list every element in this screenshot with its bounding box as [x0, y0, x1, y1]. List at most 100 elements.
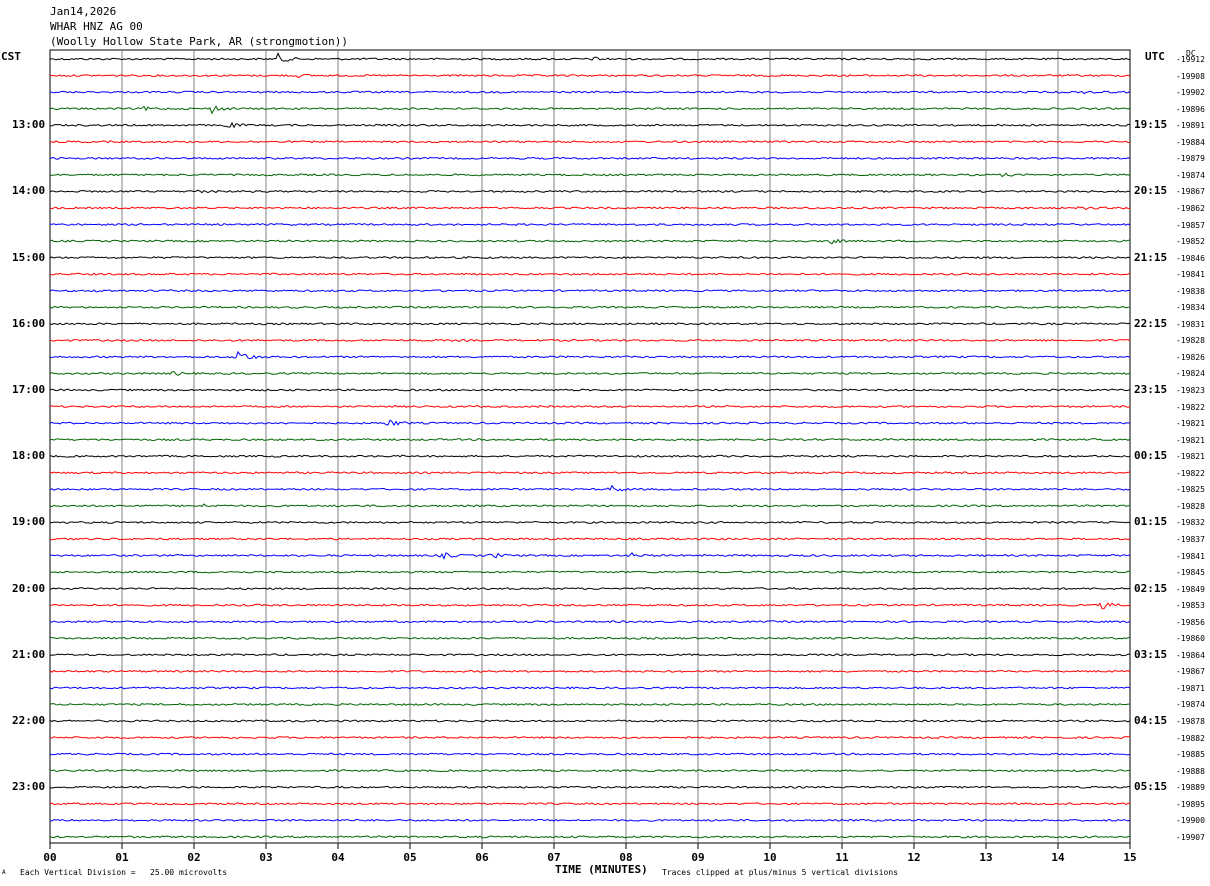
trace-line [49, 338, 1131, 342]
trace-line [49, 620, 1131, 624]
dc-value: -19821 [1176, 419, 1205, 429]
trace-line [49, 587, 1131, 591]
trace-line [49, 454, 1131, 458]
trace-line [49, 172, 1131, 178]
dc-value: -19853 [1176, 601, 1205, 611]
dc-value: -19849 [1176, 584, 1205, 594]
trace-line [49, 388, 1131, 392]
dc-value: -19874 [1176, 170, 1205, 180]
trace-line [49, 736, 1130, 740]
x-tick-label: 12 [907, 851, 920, 864]
trace-line [49, 52, 1131, 62]
trace-line [49, 419, 1131, 427]
trace-line [49, 752, 1131, 756]
left-time-label: 21:00 [12, 647, 46, 661]
left-time-label: 23:00 [12, 780, 46, 794]
trace-line [49, 289, 1131, 293]
left-timezone-label: CST [1, 50, 21, 63]
dc-value: -19902 [1176, 88, 1205, 98]
right-time-label: 02:15 [1134, 581, 1168, 595]
dc-value: -19867 [1176, 187, 1205, 197]
trace-line [49, 835, 1131, 839]
x-axis-title: TIME (MINUTES) [555, 863, 648, 876]
dc-value: -19864 [1176, 650, 1205, 660]
dc-value: -19885 [1176, 750, 1205, 760]
trace-line [49, 305, 1131, 309]
x-axis-ticks: 00 01 02 03 04 05 06 07 08 09 10 11 12 13 14 15 [43, 843, 1137, 864]
minute-gridlines [121, 50, 1059, 843]
x-tick-label: 07 [547, 851, 560, 864]
dc-value: -19837 [1176, 534, 1205, 544]
x-tick-label: 03 [259, 851, 272, 864]
date-label: Jan14,2026 [50, 5, 117, 18]
dc-value: -19860 [1176, 634, 1205, 644]
right-time-label: 23:15 [1134, 383, 1168, 396]
right-time-label: 01:15 [1134, 515, 1168, 529]
trace-line [49, 719, 1131, 723]
trace-line [49, 438, 1131, 442]
trace-line [49, 552, 1131, 560]
seismogram-traces [49, 52, 1131, 839]
trace-line [49, 74, 1131, 78]
left-time-label: 17:00 [12, 383, 46, 396]
trace-line [49, 669, 1131, 673]
left-time-label: 20:00 [12, 581, 46, 595]
x-tick-label: 11 [835, 851, 849, 864]
right-time-label: 20:15 [1134, 184, 1168, 198]
dc-value: -19856 [1176, 617, 1205, 627]
dc-value: -19832 [1176, 518, 1205, 528]
left-time-label: 16:00 [12, 316, 46, 330]
trace-line [49, 802, 1131, 806]
dc-value: -19874 [1176, 700, 1205, 710]
dc-value: -19891 [1176, 121, 1205, 131]
trace-line [50, 223, 1131, 227]
dc-value: -19828 [1176, 501, 1205, 511]
trace-line [49, 702, 1130, 706]
location-label: (Woolly Hollow State Park, AR (strongmot… [50, 35, 349, 48]
dc-value: -19895 [1176, 799, 1205, 809]
trace-line [49, 537, 1131, 541]
dc-value: -19828 [1176, 336, 1205, 346]
trace-line [49, 371, 1131, 376]
x-tick-label: 00 [43, 851, 56, 864]
right-time-label: 00:15 [1134, 449, 1168, 463]
trace-line [49, 140, 1131, 144]
right-time-label: 05:15 [1134, 780, 1168, 794]
right-time-label: 21:15 [1134, 250, 1168, 264]
trace-line [49, 686, 1131, 690]
right-time-label: 19:15 [1134, 118, 1168, 132]
trace-line [49, 520, 1131, 524]
right-time-label: 22:15 [1134, 316, 1168, 330]
dc-value: -19889 [1176, 783, 1205, 793]
dc-value: -19822 [1176, 402, 1205, 412]
dc-value: -19908 [1176, 71, 1205, 81]
right-time-label: 03:15 [1134, 647, 1168, 661]
dc-value: -19884 [1176, 137, 1205, 147]
station-label: WHAR HNZ AG 00 [50, 20, 143, 33]
dc-value: -19912 [1176, 55, 1205, 64]
trace-line [49, 818, 1131, 822]
scale-note: Each Vertical Division = 25.00 microvolt… [20, 868, 228, 877]
dc-value: -19907 [1176, 832, 1205, 842]
trace-line [49, 350, 1131, 360]
dc-value: -19882 [1176, 733, 1205, 743]
trace-line [49, 90, 1131, 95]
trace-line [49, 785, 1130, 789]
dc-value: -19824 [1176, 369, 1205, 379]
x-tick-label: 15 [1123, 851, 1136, 864]
dc-label: DC [1186, 49, 1196, 58]
dc-value: -19871 [1176, 683, 1205, 693]
dc-value: -19857 [1176, 220, 1205, 230]
x-tick-label: 04 [331, 851, 345, 864]
dc-value: -19826 [1176, 352, 1205, 362]
left-time-label: 13:00 [12, 118, 46, 132]
trace-line [49, 156, 1131, 160]
trace-line [49, 636, 1131, 640]
trace-line [49, 238, 1131, 245]
left-time-label: 22:00 [12, 714, 46, 727]
dc-value: -19878 [1176, 717, 1205, 726]
x-tick-label: 10 [763, 851, 776, 864]
trace-line [49, 105, 1131, 115]
dc-value: -19852 [1176, 237, 1205, 247]
